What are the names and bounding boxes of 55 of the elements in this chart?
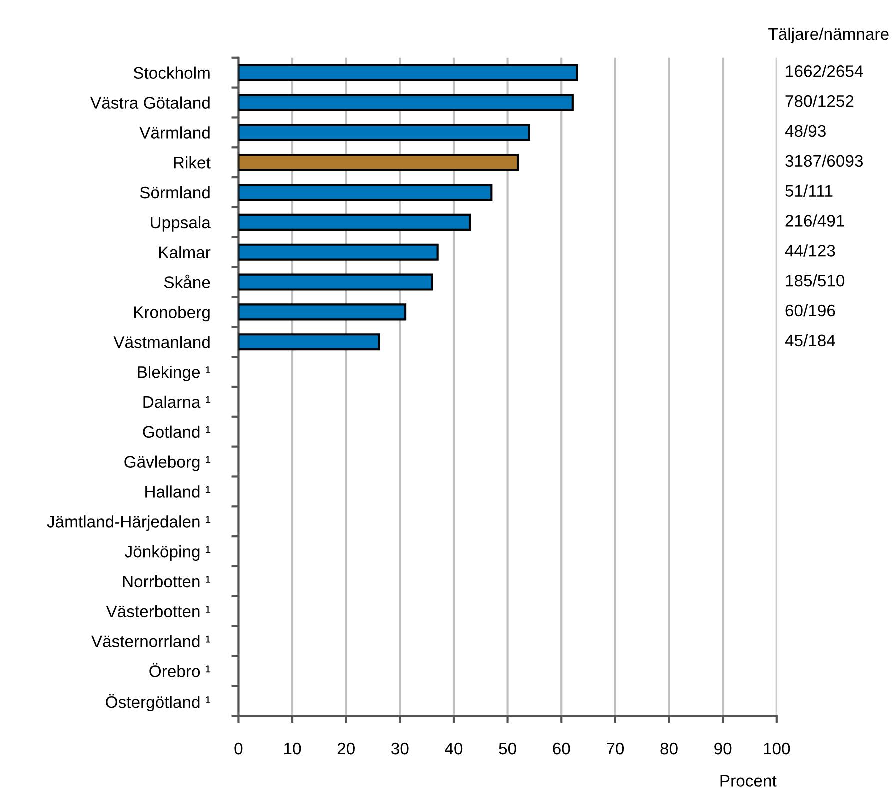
- text: 45/184: [785, 334, 836, 347]
- text: 60/196: [786, 304, 836, 317]
- x-tick-label: 100: [764, 742, 790, 755]
- y-tick-label: Västmanland: [114, 336, 210, 348]
- y-tick-label: Skåne: [164, 274, 210, 288]
- x-axis-title: Procent: [720, 775, 777, 787]
- x-tick-label: 90: [714, 742, 732, 755]
- bar: [238, 304, 407, 321]
- text: 216/491: [786, 214, 844, 227]
- y-tick-label: Värmland: [140, 126, 210, 139]
- y-tick-label: Kalmar: [160, 246, 211, 259]
- text: 48/93: [785, 124, 826, 138]
- bar: [238, 184, 493, 202]
- bar: [238, 124, 530, 142]
- bar: [238, 244, 439, 261]
- y-tick-label: Västerbotten ¹: [106, 605, 211, 618]
- y-tick-label: Kronoberg: [134, 306, 210, 322]
- x-tick-label: 30: [392, 742, 409, 755]
- text: 1662/2654: [786, 65, 864, 78]
- y-tick-label: Dalarna ¹: [144, 396, 211, 408]
- y-tick-label: Östergötland ¹: [106, 694, 211, 712]
- y-tick-label: Uppsala: [151, 216, 211, 232]
- x-tick-label: 60: [553, 742, 570, 755]
- y-tick-label: Jönköping ¹: [125, 545, 211, 562]
- bar: [238, 64, 578, 82]
- text: 3187/6093: [786, 154, 864, 168]
- text: 51/111: [786, 184, 833, 197]
- x-tick-label: 0: [234, 742, 243, 755]
- bar: [238, 274, 434, 291]
- bar: [238, 154, 520, 172]
- text: 44/123: [785, 244, 836, 257]
- x-tick-label: 50: [499, 742, 516, 755]
- text: 185/510: [786, 274, 845, 287]
- y-tick-label: Halland ¹: [146, 486, 211, 498]
- y-tick-label: Stockholm: [134, 66, 210, 80]
- x-tick-label: 20: [338, 742, 355, 755]
- y-tick-label: Blekinge ¹: [138, 366, 211, 382]
- x-tick-label: 70: [607, 742, 624, 755]
- bar: [238, 334, 380, 351]
- y-tick-label: Norrbotten ¹: [123, 575, 211, 588]
- y-tick-label: Västernorrland ¹: [92, 635, 211, 648]
- x-tick-label: 40: [445, 742, 463, 755]
- y-tick-label: Västra Götaland: [90, 96, 210, 109]
- y-tick-label: Sörmland: [140, 186, 210, 199]
- y-tick-label: Gävleborg ¹: [124, 456, 211, 472]
- text: 780/1252: [786, 94, 854, 108]
- y-tick-label: Jämtland-Härjedalen ¹: [47, 516, 211, 532]
- x-tick-label: 10: [284, 742, 302, 755]
- text: Täljare/nämnare: [768, 28, 889, 44]
- y-tick-label: Örebro ¹: [150, 663, 211, 678]
- bar: [238, 214, 472, 231]
- x-tick-label: 80: [660, 742, 678, 755]
- bar: [238, 94, 574, 112]
- y-tick-label: Riket: [174, 156, 211, 169]
- y-tick-label: Gotland ¹: [143, 426, 211, 438]
